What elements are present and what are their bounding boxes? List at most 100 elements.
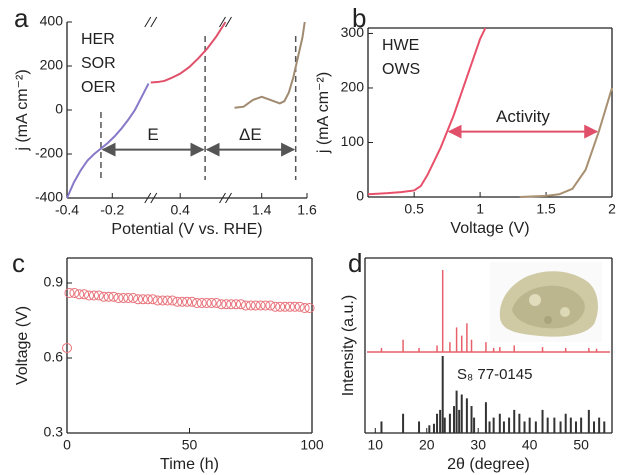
point (216, 299, 227, 310)
point (79, 289, 90, 300)
annotation: ΔE (239, 125, 262, 144)
point (196, 298, 207, 308)
point (162, 295, 173, 306)
axis-break (144, 192, 152, 204)
legend-label: OWS (382, 61, 420, 78)
point (62, 343, 72, 353)
x-tick-label: 30 (470, 437, 486, 453)
point (74, 289, 85, 300)
panel-label: b (352, 3, 366, 33)
line (367, 27, 487, 196)
axis-break (219, 16, 226, 28)
point (284, 301, 295, 312)
point (177, 296, 188, 307)
x-tick-label: 0.4 (170, 202, 190, 218)
point (280, 301, 291, 312)
point (304, 303, 315, 313)
point (245, 300, 256, 311)
point (255, 300, 266, 311)
panel-label: d (348, 248, 362, 278)
point (299, 303, 310, 313)
axis-break (150, 192, 158, 204)
point (64, 288, 75, 298)
point (128, 293, 139, 303)
point (118, 293, 129, 303)
y-tick-label: 300 (341, 24, 365, 40)
point (69, 288, 80, 298)
legend-label: SOR (81, 55, 116, 72)
point (206, 298, 217, 308)
x-tick-label: 1.6 (297, 202, 317, 218)
inset-photo (490, 262, 602, 342)
point (157, 295, 168, 306)
y-tick-label: 0.9 (44, 274, 64, 290)
axis-break (225, 16, 232, 28)
x-tick-label: 0.5 (404, 201, 424, 217)
point (93, 290, 104, 301)
y-tick-label: 0.3 (44, 424, 64, 440)
x-tick-label: 2 (608, 201, 616, 217)
line (234, 21, 306, 109)
x-axis-label: 2θ (degree) (447, 456, 530, 473)
x-tick-label: 1.4 (252, 202, 272, 218)
y-tick-label: 0 (356, 188, 364, 204)
point (103, 291, 114, 302)
x-tick-label: -0.2 (100, 202, 124, 218)
legend-label: S₈ 77-0145 (457, 366, 532, 383)
point (142, 294, 153, 305)
axis-break (144, 16, 152, 28)
panel-label: a (14, 3, 29, 33)
point (275, 301, 286, 312)
x-tick-label: 50 (573, 437, 589, 453)
legend-label: HER (81, 31, 115, 48)
legend-label: OER (81, 79, 116, 96)
x-tick-label: 1.5 (536, 201, 556, 217)
line (150, 21, 227, 84)
x-tick-label: 10 (368, 437, 384, 453)
point (191, 298, 202, 308)
point (289, 301, 300, 312)
x-tick-label: 1 (476, 201, 484, 217)
y-tick-label: 100 (341, 133, 365, 149)
x-axis-label: Time (h) (160, 456, 219, 473)
panel-label: c (12, 248, 25, 278)
y-tick-label: 200 (341, 79, 365, 95)
point (84, 290, 95, 301)
y-axis-label: j (mA cm⁻²) (14, 69, 31, 151)
point (226, 299, 237, 310)
x-axis-label: Potential (V vs. RHE) (111, 221, 262, 238)
y-tick-label: -400 (35, 189, 63, 205)
point (172, 296, 183, 307)
x-axis-label: Voltage (V) (450, 220, 529, 237)
annotation: E (147, 125, 158, 144)
annotation: Activity (496, 107, 550, 126)
point (147, 294, 158, 305)
y-tick-label: 0 (55, 101, 63, 117)
point (221, 299, 232, 310)
point (186, 296, 197, 307)
point (113, 293, 124, 303)
x-tick-label: 0 (63, 437, 71, 453)
point (133, 294, 144, 305)
point (182, 296, 193, 307)
point (167, 295, 178, 306)
line (519, 87, 613, 198)
point (240, 300, 251, 311)
point (270, 301, 281, 312)
x-tick-label: 40 (522, 437, 538, 453)
point (294, 301, 305, 312)
point (108, 291, 119, 302)
x-tick-label: 50 (182, 437, 198, 453)
line (66, 83, 150, 199)
y-tick-label: 400 (40, 13, 64, 29)
axis-break (219, 192, 226, 204)
y-axis-label: Intensity (a.u.) (340, 295, 357, 396)
y-axis-label: j (mA cm⁻²) (315, 72, 332, 154)
point (211, 298, 222, 308)
point (260, 300, 271, 311)
point (231, 299, 242, 310)
x-tick-label: 100 (300, 437, 324, 453)
x-tick-label: 20 (419, 437, 435, 453)
y-axis-label: Voltage (V) (14, 306, 31, 385)
